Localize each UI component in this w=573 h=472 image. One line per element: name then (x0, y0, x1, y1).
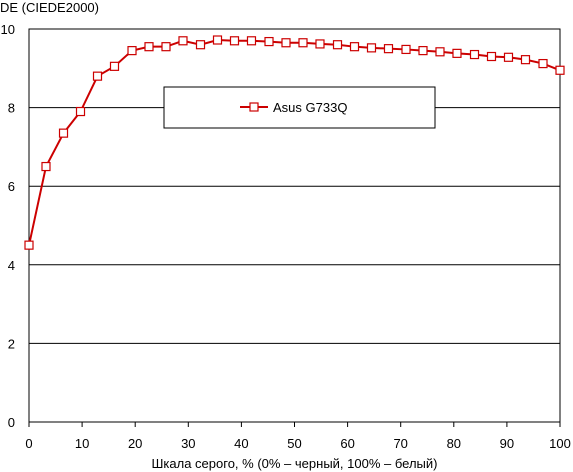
data-point (555, 65, 565, 75)
x-tick-label: 30 (181, 436, 195, 451)
data-point (452, 48, 462, 58)
x-tick-label: 70 (393, 436, 407, 451)
y-tick-label: 8 (8, 101, 15, 116)
x-tick-label: 50 (287, 436, 301, 451)
series-line (28, 38, 561, 246)
data-point (212, 35, 223, 45)
data-point (144, 42, 154, 52)
data-point (229, 36, 240, 46)
data-point (109, 61, 120, 71)
x-tick-label: 40 (234, 436, 248, 451)
data-point (264, 36, 274, 47)
data-point (41, 161, 51, 172)
data-point (383, 44, 394, 54)
y-tick-label: 0 (8, 415, 15, 430)
x-tick-label: 80 (447, 436, 461, 451)
data-point (246, 36, 257, 46)
legend-box (163, 86, 436, 129)
x-tick-label: 0 (25, 436, 32, 451)
data-point (349, 42, 360, 52)
legend-marker (249, 102, 259, 112)
x-tick-label: 90 (500, 436, 514, 451)
data-point (418, 46, 428, 56)
data-point (486, 51, 497, 62)
data-point (298, 38, 308, 48)
x-axis-title: Шкала серого, % (0% – черный, 100% – бел… (152, 456, 438, 471)
x-tick-label: 60 (340, 436, 354, 451)
data-point (24, 240, 34, 250)
data-point (281, 38, 291, 48)
y-axis-title: DE (CIEDE2000) (0, 0, 99, 15)
x-tick-label: 10 (75, 436, 89, 451)
data-point (127, 46, 137, 56)
data-point (520, 55, 531, 65)
data-point (178, 36, 188, 46)
data-point (161, 42, 171, 52)
data-point (75, 106, 86, 117)
data-point (315, 39, 325, 49)
data-point (195, 40, 206, 50)
data-point (92, 71, 103, 81)
data-point (332, 40, 343, 50)
x-axis-ticks: 0 10 20 30 40 50 60 70 80 90 100 (25, 422, 571, 451)
legend: Asus G733Q (163, 86, 436, 129)
data-point (469, 49, 480, 60)
data-point (503, 52, 514, 62)
y-tick-label: 10 (1, 22, 15, 37)
series-layer (24, 35, 565, 250)
data-point (538, 58, 548, 69)
y-axis-ticks: 0 2 4 6 8 10 (1, 22, 15, 430)
legend-label: Asus G733Q (273, 100, 347, 115)
data-point (58, 128, 69, 138)
data-point (401, 44, 411, 55)
y-tick-label: 6 (8, 179, 15, 194)
x-tick-label: 20 (128, 436, 142, 451)
data-point (435, 47, 445, 57)
y-tick-label: 2 (8, 336, 15, 351)
data-point (366, 43, 377, 53)
x-tick-label: 100 (549, 436, 571, 451)
y-tick-label: 4 (8, 258, 15, 273)
